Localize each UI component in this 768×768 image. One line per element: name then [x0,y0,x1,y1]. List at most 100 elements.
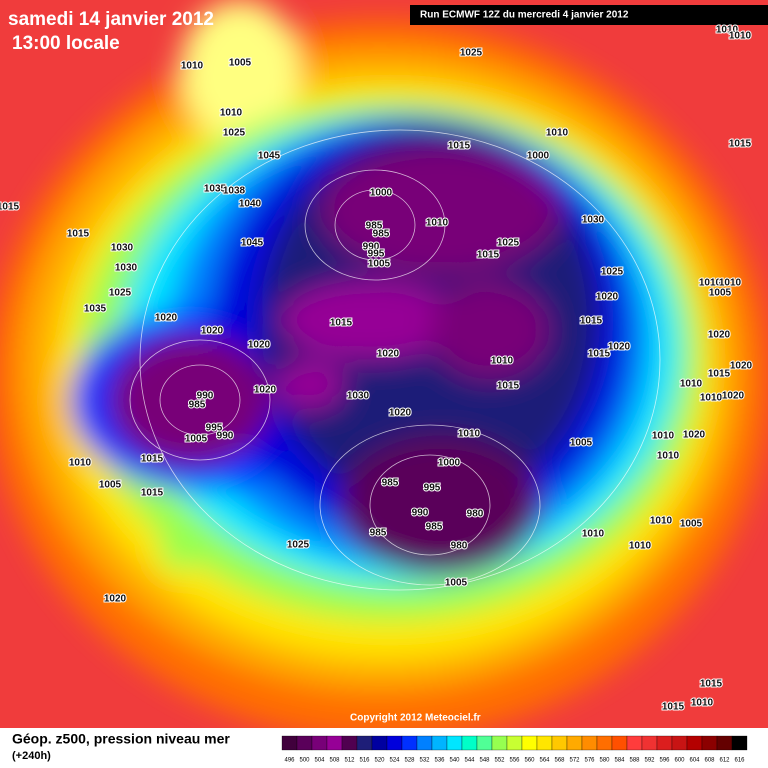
pressure-label: 1030 [582,215,605,226]
pressure-label: 1020 [722,391,745,402]
pressure-label: 1010 [680,379,703,390]
pressure-label: 1015 [729,139,752,150]
pressure-label: 1010 [657,451,680,462]
pressure-label: 1015 [700,679,723,690]
pressure-label: 1025 [497,238,520,249]
time-title: 13:00 locale [12,33,120,54]
color-swatch [431,735,448,751]
pressure-label: 1010 [691,698,714,709]
pressure-label: 995 [206,423,223,434]
pressure-label: 1025 [460,48,483,59]
pressure-label: 1030 [115,263,138,274]
pressure-label: 1005 [709,288,732,299]
pressure-label: 1015 [580,316,603,327]
pressure-label: 1010 [650,516,673,527]
pressure-label: 1010 [700,393,723,404]
pressure-label: 1010 [220,108,243,119]
pressure-label: 1020 [683,430,706,441]
scale-label: 532 [419,758,430,764]
pressure-label: 1005 [185,434,208,445]
pressure-label: 1000 [370,188,393,199]
scale-label: 512 [344,758,355,764]
pressure-label: 1010 [729,31,752,42]
scale-label: 592 [644,758,655,764]
pressure-label: 1010 [652,431,675,442]
pressure-label: 1035 [84,304,107,315]
pressure-label: 990 [217,431,234,442]
pressure-label: 1020 [389,408,412,419]
color-swatch [611,735,628,751]
pressure-label: 1020 [708,330,731,341]
run-info: Run ECMWF 12Z du mercredi 4 janvier 2012 [420,10,629,21]
legend-subtitle: (+240h) [12,750,51,762]
scale-label: 608 [704,758,715,764]
scale-label: 548 [479,758,490,764]
pressure-label: 985 [382,478,399,489]
color-swatch [581,735,598,751]
pressure-label: 1005 [445,578,468,589]
pressure-label: 1015 [448,141,471,152]
pressure-label: 1015 [662,702,685,713]
pressure-label: 1045 [241,238,264,249]
color-swatch [626,735,643,751]
color-swatch [311,735,328,751]
pressure-label: 990 [363,242,380,253]
pressure-label: 1030 [347,391,370,402]
pressure-label: 1000 [438,458,461,469]
pressure-label: 1010 [69,458,92,469]
color-swatch [521,735,538,751]
pressure-label: 1025 [601,267,624,278]
scale-label: 612 [719,758,730,764]
pressure-label: 1020 [155,313,178,324]
color-swatch [476,735,493,751]
pressure-label: 1020 [254,385,277,396]
scale-label: 604 [689,758,700,764]
pressure-label: 1015 [0,202,20,213]
pressure-label: 1040 [239,199,262,210]
color-swatch [326,735,343,751]
color-swatch [401,735,418,751]
color-swatch [686,735,703,751]
isobars [129,129,661,591]
scale-label: 584 [614,758,625,764]
pressure-label: 1030 [111,243,134,254]
color-swatch [716,735,733,751]
scale-label: 588 [629,758,640,764]
pressure-label: 1038 [223,186,246,197]
color-swatch [551,735,568,751]
pressure-label: 990 [197,391,214,402]
pressure-label: 1000 [527,151,550,162]
scale-label: 496 [284,758,295,764]
pressure-label: 1005 [368,259,391,270]
scale-label: 560 [524,758,535,764]
pressure-label: 1005 [99,480,122,491]
pressure-label: 1015 [141,454,164,465]
pressure-label: 1020 [104,594,127,605]
color-swatch [416,735,433,751]
color-swatch [536,735,553,751]
scale-label: 552 [494,758,505,764]
date-title: samedi 14 janvier 2012 [8,9,214,30]
pressure-label: 1020 [608,342,631,353]
pressure-label: 1015 [497,381,520,392]
scale-label: 596 [659,758,670,764]
color-swatch [656,735,673,751]
scale-label: 580 [599,758,610,764]
color-swatch [446,735,463,751]
scale-label: 536 [434,758,445,764]
pressure-label: 1010 [458,429,481,440]
scale-label: 556 [509,758,520,764]
color-swatch [296,735,313,751]
pressure-label: 1015 [330,318,353,329]
pressure-label: 985 [426,522,443,533]
color-swatch [641,735,658,751]
pressure-label: 1010 [719,278,742,289]
color-swatch [701,735,718,751]
pressure-label: 1010 [716,25,739,36]
scale-label: 508 [329,758,340,764]
color-swatch [671,735,688,751]
pressure-label: 1015 [67,229,90,240]
color-swatch [461,735,478,751]
pressure-label: 1025 [109,288,132,299]
